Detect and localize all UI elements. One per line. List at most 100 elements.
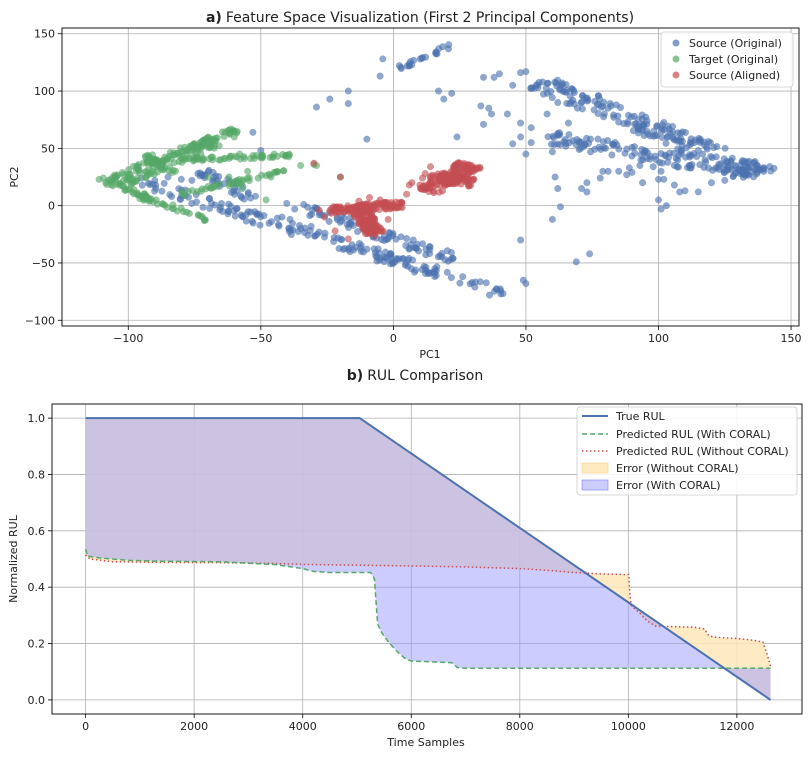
scatter-point bbox=[258, 151, 266, 159]
scatter-point bbox=[160, 179, 168, 187]
scatter-point bbox=[721, 144, 729, 152]
scatter-point bbox=[179, 208, 187, 216]
scatter-point bbox=[313, 103, 321, 111]
line-y-ticks: 0.0 0.2 0.4 0.6 0.8 1.0 bbox=[28, 412, 52, 707]
legend-label-error-without-coral: Error (Without CORAL) bbox=[616, 462, 739, 475]
scatter-point bbox=[660, 175, 668, 183]
scatter-point bbox=[153, 156, 161, 164]
scatter-point bbox=[554, 184, 562, 192]
scatter-point bbox=[209, 183, 217, 191]
scatter-point bbox=[703, 143, 711, 151]
scatter-point bbox=[604, 137, 612, 145]
scatter-point bbox=[186, 147, 194, 155]
scatter-point bbox=[249, 219, 257, 227]
scatter-point bbox=[699, 150, 707, 158]
scatter-point bbox=[694, 188, 702, 196]
scatter-legend: Source (Original) Target (Original) Sour… bbox=[660, 31, 794, 88]
scatter-point bbox=[188, 176, 196, 184]
legend-marker-target-original bbox=[672, 55, 680, 63]
scatter-point bbox=[628, 113, 636, 121]
scatter-point bbox=[522, 150, 530, 158]
scatter-point bbox=[150, 170, 158, 178]
scatter-point bbox=[146, 155, 154, 163]
scatter-point bbox=[275, 222, 283, 230]
scatter-point bbox=[551, 173, 559, 181]
scatter-point bbox=[188, 199, 196, 207]
scatter-point bbox=[636, 161, 644, 169]
scatter-point bbox=[209, 137, 217, 145]
scatter-point bbox=[596, 174, 604, 182]
scatter-point bbox=[543, 110, 551, 118]
scatter-point bbox=[436, 252, 444, 260]
scatter-point bbox=[247, 208, 255, 216]
scatter-point bbox=[219, 207, 227, 215]
scatter-point bbox=[225, 129, 233, 137]
scatter-point bbox=[227, 152, 235, 160]
scatter-point bbox=[112, 173, 120, 181]
scatter-point bbox=[631, 149, 639, 157]
scatter-point bbox=[430, 173, 438, 181]
scatter-point bbox=[142, 173, 150, 181]
scatter-point bbox=[634, 116, 642, 124]
scatter-point bbox=[485, 104, 493, 112]
scatter-point bbox=[556, 203, 564, 211]
scatter-point bbox=[344, 100, 352, 108]
scatter-point bbox=[430, 189, 438, 197]
scatter-point bbox=[184, 187, 192, 195]
scatter-point bbox=[279, 167, 287, 175]
scatter-point bbox=[352, 244, 360, 252]
scatter-x-tick-label: 150 bbox=[781, 332, 802, 345]
scatter-point bbox=[355, 219, 363, 227]
scatter-point bbox=[278, 213, 286, 221]
scatter-point bbox=[488, 110, 496, 118]
scatter-point bbox=[412, 244, 420, 252]
scatter-y-tick-label: 0 bbox=[48, 200, 55, 213]
scatter-point bbox=[459, 273, 467, 281]
scatter-point bbox=[597, 103, 605, 111]
scatter-point bbox=[421, 170, 429, 178]
scatter-point bbox=[336, 173, 344, 181]
scatter-point bbox=[282, 151, 290, 159]
scatter-point bbox=[509, 81, 517, 89]
line-x-ticks: 0 2000 4000 6000 8000 10000 12000 bbox=[82, 714, 754, 733]
line-legend: True RUL Predicted RUL (With CORAL) Pred… bbox=[576, 406, 798, 496]
scatter-point bbox=[352, 210, 360, 218]
scatter-point bbox=[405, 181, 413, 189]
scatter-point bbox=[658, 124, 666, 132]
scatter-point bbox=[649, 163, 657, 171]
scatter-point bbox=[328, 204, 336, 212]
scatter-point bbox=[517, 69, 525, 77]
scatter-point bbox=[548, 215, 556, 223]
scatter-point bbox=[371, 231, 379, 239]
scatter-y-tick-label: −100 bbox=[25, 314, 55, 327]
scatter-point bbox=[209, 168, 217, 176]
scatter-point bbox=[695, 134, 703, 142]
scatter-point bbox=[128, 175, 136, 183]
scatter-point bbox=[453, 133, 461, 141]
scatter-point bbox=[404, 256, 412, 264]
scatter-point bbox=[517, 119, 525, 127]
scatter-point bbox=[556, 141, 564, 149]
scatter-point bbox=[613, 141, 621, 149]
scatter-point bbox=[402, 242, 410, 250]
scatter-point bbox=[132, 190, 140, 198]
scatter-x-tick-label: 0 bbox=[390, 332, 397, 345]
scatter-point bbox=[286, 215, 294, 223]
scatter-point bbox=[566, 100, 574, 108]
scatter-series-source-original bbox=[137, 41, 778, 299]
scatter-point bbox=[384, 215, 392, 223]
scatter-point bbox=[304, 203, 312, 211]
scatter-point bbox=[562, 88, 570, 96]
scatter-point bbox=[136, 169, 144, 177]
scatter-x-ticks: −100 −50 0 50 100 150 bbox=[113, 326, 802, 345]
scatter-point bbox=[449, 254, 457, 262]
scatter-point bbox=[146, 196, 154, 204]
scatter-y-label: PC2 bbox=[8, 166, 21, 187]
scatter-point bbox=[631, 143, 639, 151]
scatter-point bbox=[121, 186, 129, 194]
scatter-point bbox=[476, 164, 484, 172]
scatter-point bbox=[662, 202, 670, 210]
scatter-point bbox=[608, 151, 616, 159]
scatter-point bbox=[495, 70, 503, 78]
scatter-point bbox=[193, 188, 201, 196]
